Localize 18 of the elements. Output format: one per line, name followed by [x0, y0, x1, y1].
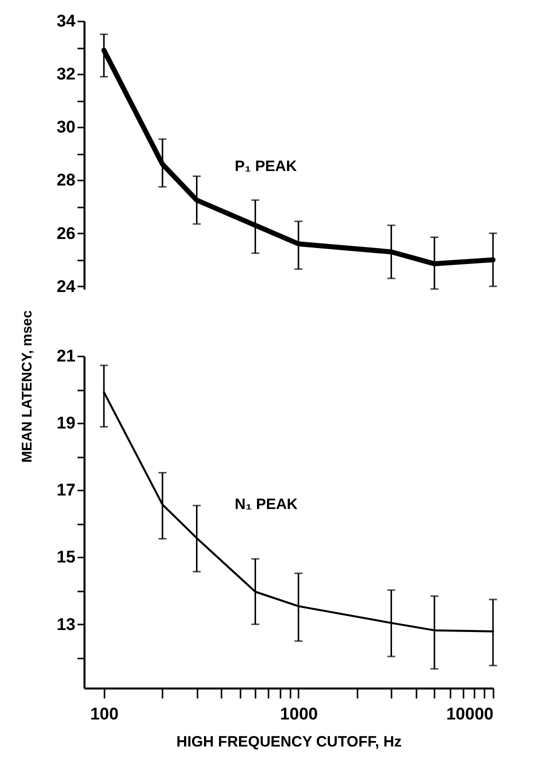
x-tick-label: 1000	[280, 704, 318, 724]
y-tick-label: 30	[56, 118, 76, 137]
x-tick-label: 10000	[446, 704, 494, 724]
y-tick-label: 34	[56, 12, 76, 30]
x-tick-label: 100	[90, 704, 119, 724]
y-tick-label: 19	[56, 414, 76, 433]
y-tick-label: 32	[56, 64, 76, 84]
y-tick-label: 17	[56, 480, 76, 500]
y-axis-title: MEAN LATENCY, msec	[18, 310, 35, 463]
y-tick-label: 13	[56, 614, 76, 634]
y-tick-label: 26	[56, 224, 76, 243]
y-tick-label: 24	[56, 276, 76, 296]
text: P₁ PEAK	[234, 158, 297, 176]
y-tick-label: 21	[56, 346, 76, 366]
y-tick-label: 15	[56, 548, 76, 567]
text: N₁ PEAK	[234, 496, 298, 514]
x-axis-title: HIGH FREQUENCY CUTOFF, Hz	[176, 734, 402, 750]
y-tick-label: 28	[56, 170, 76, 190]
